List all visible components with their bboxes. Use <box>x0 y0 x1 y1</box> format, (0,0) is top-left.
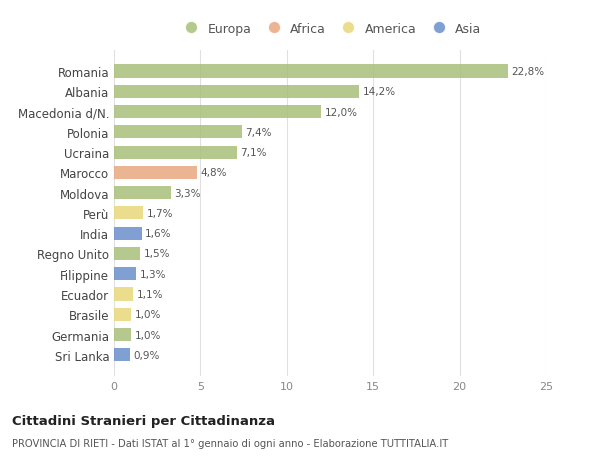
Text: 1,7%: 1,7% <box>147 208 173 218</box>
Text: 7,1%: 7,1% <box>240 148 266 158</box>
Bar <box>114 65 508 78</box>
Text: Cittadini Stranieri per Cittadinanza: Cittadini Stranieri per Cittadinanza <box>12 414 275 428</box>
Text: 4,8%: 4,8% <box>200 168 227 178</box>
Text: PROVINCIA DI RIETI - Dati ISTAT al 1° gennaio di ogni anno - Elaborazione TUTTIT: PROVINCIA DI RIETI - Dati ISTAT al 1° ge… <box>12 438 448 448</box>
Bar <box>114 187 171 200</box>
Bar <box>114 328 131 341</box>
Text: 22,8%: 22,8% <box>511 67 545 77</box>
Text: 1,6%: 1,6% <box>145 229 172 239</box>
Bar <box>114 146 236 159</box>
Bar <box>114 207 143 220</box>
Bar <box>114 268 136 280</box>
Text: 7,4%: 7,4% <box>245 128 272 138</box>
Bar <box>114 247 140 260</box>
Text: 3,3%: 3,3% <box>175 188 201 198</box>
Bar <box>114 288 133 301</box>
Bar <box>114 308 131 321</box>
Text: 12,0%: 12,0% <box>325 107 358 118</box>
Bar <box>114 106 322 119</box>
Bar <box>114 348 130 362</box>
Bar <box>114 85 359 99</box>
Bar <box>114 167 197 179</box>
Text: 1,0%: 1,0% <box>135 330 161 340</box>
Text: 1,5%: 1,5% <box>143 249 170 259</box>
Text: 1,0%: 1,0% <box>135 309 161 319</box>
Bar <box>114 227 142 240</box>
Text: 1,3%: 1,3% <box>140 269 166 279</box>
Text: 0,9%: 0,9% <box>133 350 160 360</box>
Bar <box>114 126 242 139</box>
Text: 14,2%: 14,2% <box>363 87 396 97</box>
Legend: Europa, Africa, America, Asia: Europa, Africa, America, Asia <box>173 17 487 40</box>
Text: 1,1%: 1,1% <box>136 289 163 299</box>
